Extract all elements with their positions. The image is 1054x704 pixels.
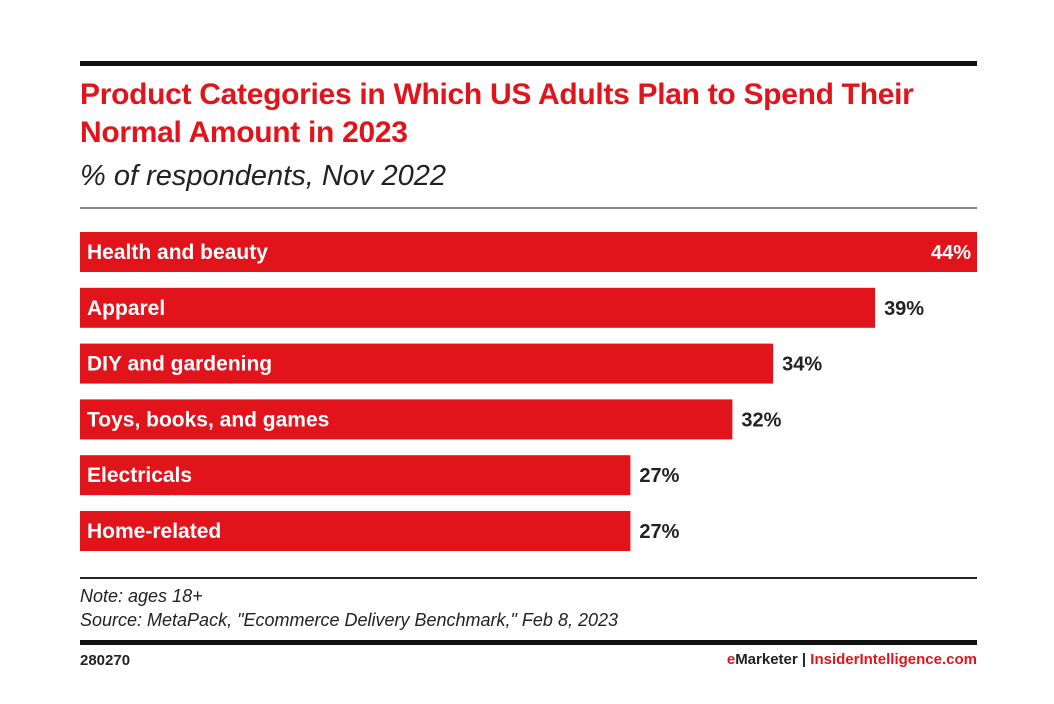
- bar: [80, 287, 876, 328]
- value-label: 27%: [639, 521, 679, 543]
- header-divider: [80, 207, 977, 209]
- bar: [80, 399, 733, 440]
- bar: [80, 232, 977, 272]
- top-rule: [80, 61, 977, 66]
- footer-divider: [80, 577, 977, 579]
- brand-site: InsiderIntelligence.com: [810, 651, 977, 668]
- chart-subtitle: % of respondents, Nov 2022: [80, 160, 446, 192]
- category-label: Home-related: [87, 520, 221, 543]
- source-text: Source: MetaPack, "Ecommerce Delivery Be…: [80, 610, 618, 630]
- brand-separator: |: [801, 651, 807, 668]
- value-label: 32%: [741, 409, 781, 431]
- category-label: Health and beauty: [87, 241, 268, 264]
- brand-emarketer: Marketer: [735, 651, 798, 668]
- brand-line: eMarketer | InsiderIntelligence.com: [727, 651, 977, 668]
- category-label: Toys, books, and games: [87, 408, 329, 431]
- value-label: 27%: [639, 465, 679, 487]
- footer-rule: [80, 640, 977, 645]
- value-label: 44%: [931, 242, 971, 264]
- bar: [80, 511, 631, 551]
- bar: [80, 455, 631, 496]
- chart-title: Product Categories in Which US Adults Pl…: [80, 78, 914, 149]
- category-label: Apparel: [87, 297, 165, 320]
- category-label: Electricals: [87, 464, 192, 487]
- note-text: Note: ages 18+: [80, 586, 203, 606]
- bar: [80, 343, 774, 384]
- value-label: 39%: [884, 298, 924, 320]
- brand-e: e: [726, 651, 736, 668]
- value-label: 34%: [782, 354, 822, 376]
- category-label: DIY and gardening: [87, 353, 272, 376]
- chart-id: 280270: [80, 652, 131, 669]
